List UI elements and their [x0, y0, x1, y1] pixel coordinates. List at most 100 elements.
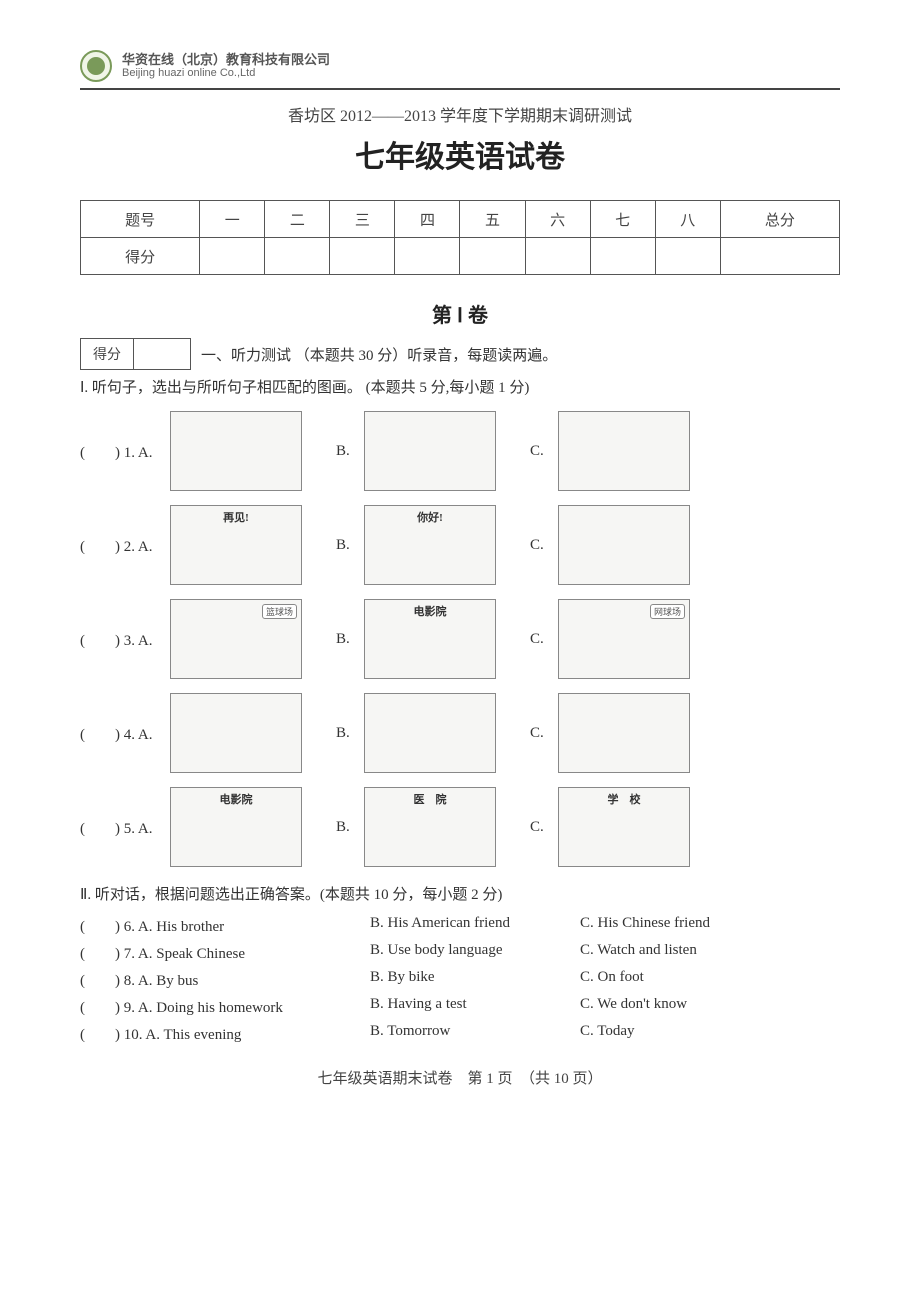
question-row: ( ) 3. A. 篮球场 B. 电影院 C. 网球场	[80, 599, 840, 679]
score-cell	[460, 238, 525, 275]
option-label-b: B.	[336, 443, 364, 460]
image-caption: 你好!	[365, 509, 495, 525]
mc-row: ( ) 6. A. His brother B. His American fr…	[80, 912, 840, 939]
score-table: 题号 一 二 三 四 五 六 七 八 总分 得分	[80, 200, 840, 275]
score-cell	[655, 238, 720, 275]
mc-option-b: B. By bike	[370, 969, 580, 990]
option-image-a: 篮球场	[170, 599, 302, 679]
subsection-2: Ⅱ. 听对话，根据问题选出正确答案。(本题共 10 分，每小题 2 分)	[80, 883, 840, 904]
mc-option-c: C. His Chinese friend	[580, 915, 790, 936]
option-label-c: C.	[530, 443, 558, 460]
question-row: ( ) 2. A. 再见! B. 你好! C.	[80, 505, 840, 585]
logo-icon	[80, 50, 112, 82]
mc-option-c: C. We don't know	[580, 996, 790, 1017]
option-label-c: C.	[530, 631, 558, 648]
score-hdr: 二	[265, 201, 330, 238]
image-caption: 电影院	[171, 791, 301, 807]
mc-row: ( ) 10. A. This evening B. Tomorrow C. T…	[80, 1020, 840, 1047]
volume-heading: 第 Ⅰ 卷	[80, 299, 840, 328]
option-image-c	[558, 693, 690, 773]
option-image-a	[170, 693, 302, 773]
score-hdr: 总分	[720, 201, 839, 238]
image-caption: 电影院	[365, 603, 495, 619]
option-image-a	[170, 411, 302, 491]
score-hdr: 一	[200, 201, 265, 238]
mc-row: ( ) 7. A. Speak Chinese B. Use body lang…	[80, 939, 840, 966]
score-box-blank	[134, 339, 190, 369]
header-divider	[80, 88, 840, 90]
question-number: ( ) 4. A.	[80, 723, 170, 744]
score-box-label: 得分	[81, 339, 134, 369]
score-value-row: 得分	[81, 238, 840, 275]
score-cell	[265, 238, 330, 275]
image-caption: 医 院	[365, 791, 495, 807]
option-image-b	[364, 693, 496, 773]
mc-row: ( ) 8. A. By bus B. By bike C. On foot	[80, 966, 840, 993]
option-image-b: 医 院	[364, 787, 496, 867]
question-number: ( ) 2. A.	[80, 535, 170, 556]
mc-option-a: ( ) 7. A. Speak Chinese	[80, 942, 370, 963]
option-image-c	[558, 411, 690, 491]
option-image-b	[364, 411, 496, 491]
picture-questions: ( ) 1. A. B. C. ( ) 2. A. 再见! B. 你好! C. …	[80, 411, 840, 867]
company-name-en: Beijing huazi online Co.,Ltd	[122, 67, 330, 79]
question-row: ( ) 1. A. B. C.	[80, 411, 840, 491]
score-hdr: 四	[395, 201, 460, 238]
mc-option-a: ( ) 8. A. By bus	[80, 969, 370, 990]
score-hdr: 五	[460, 201, 525, 238]
score-hdr: 三	[330, 201, 395, 238]
mc-row: ( ) 9. A. Doing his homework B. Having a…	[80, 993, 840, 1020]
option-image-c: 网球场	[558, 599, 690, 679]
score-hdr: 八	[655, 201, 720, 238]
option-label-b: B.	[336, 631, 364, 648]
score-cell	[200, 238, 265, 275]
score-cell	[395, 238, 460, 275]
subsection-1: Ⅰ. 听句子，选出与所听句子相匹配的图画。 (本题共 5 分,每小题 1 分)	[80, 376, 840, 397]
option-label-c: C.	[530, 537, 558, 554]
question-row: ( ) 4. A. B. C.	[80, 693, 840, 773]
question-row: ( ) 5. A. 电影院 B. 医 院 C. 学 校	[80, 787, 840, 867]
score-cell	[330, 238, 395, 275]
option-label-c: C.	[530, 819, 558, 836]
image-tag: 网球场	[650, 604, 685, 619]
option-label-c: C.	[530, 725, 558, 742]
option-label-b: B.	[336, 819, 364, 836]
exam-subtitle: 香坊区 2012——2013 学年度下学期期末调研测试	[80, 102, 840, 126]
option-image-a: 电影院	[170, 787, 302, 867]
score-hdr: 七	[590, 201, 655, 238]
score-cell	[590, 238, 655, 275]
mc-option-c: C. Watch and listen	[580, 942, 790, 963]
page-footer: 七年级英语期末试卷 第 1 页 （共 10 页）	[80, 1067, 840, 1088]
score-header-row: 题号 一 二 三 四 五 六 七 八 总分	[81, 201, 840, 238]
question-number: ( ) 3. A.	[80, 629, 170, 650]
mc-option-a: ( ) 9. A. Doing his homework	[80, 996, 370, 1017]
section-score-box: 得分	[80, 338, 191, 370]
mc-option-b: B. Use body language	[370, 942, 580, 963]
option-image-c: 学 校	[558, 787, 690, 867]
score-cell	[525, 238, 590, 275]
image-caption: 学 校	[559, 791, 689, 807]
image-caption: 再见!	[171, 509, 301, 525]
score-hdr: 六	[525, 201, 590, 238]
company-header: 华资在线（北京）教育科技有限公司 Beijing huazi online Co…	[80, 50, 840, 82]
mc-option-b: B. Tomorrow	[370, 1023, 580, 1044]
score-row-label: 得分	[81, 238, 200, 275]
option-label-b: B.	[336, 725, 364, 742]
listening-section-title: 一、听力测试 （本题共 30 分）听录音，每题读两遍。	[201, 344, 557, 365]
exam-title: 七年级英语试卷	[80, 132, 840, 176]
option-image-b: 电影院	[364, 599, 496, 679]
multiple-choice-block: ( ) 6. A. His brother B. His American fr…	[80, 912, 840, 1047]
option-image-b: 你好!	[364, 505, 496, 585]
mc-option-b: B. Having a test	[370, 996, 580, 1017]
mc-option-a: ( ) 6. A. His brother	[80, 915, 370, 936]
score-cell	[720, 238, 839, 275]
score-hdr: 题号	[81, 201, 200, 238]
question-number: ( ) 5. A.	[80, 817, 170, 838]
mc-option-c: C. Today	[580, 1023, 790, 1044]
option-image-c	[558, 505, 690, 585]
image-tag: 篮球场	[262, 604, 297, 619]
mc-option-c: C. On foot	[580, 969, 790, 990]
company-name-cn: 华资在线（北京）教育科技有限公司	[122, 53, 330, 67]
mc-option-b: B. His American friend	[370, 915, 580, 936]
option-label-b: B.	[336, 537, 364, 554]
